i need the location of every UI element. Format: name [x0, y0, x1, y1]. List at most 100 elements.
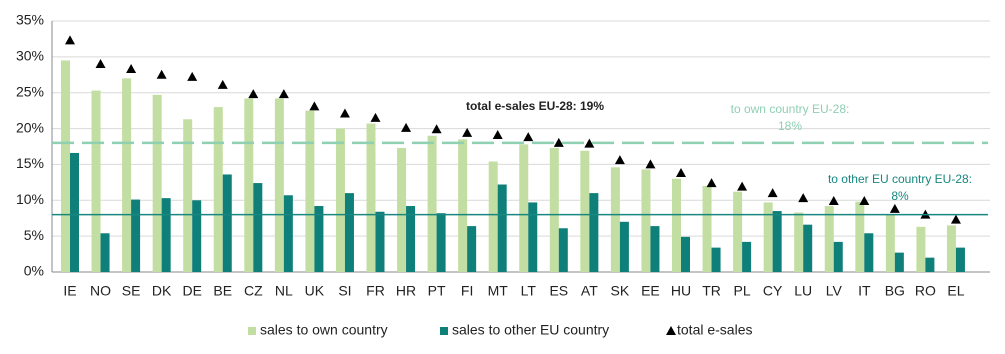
- x-tick-label: LV: [826, 283, 843, 299]
- bar: [314, 206, 324, 272]
- x-tick-label: NO: [90, 283, 111, 299]
- x-tick-label: SI: [338, 283, 351, 299]
- y-tick-label: 0%: [24, 263, 44, 279]
- bar: [794, 212, 804, 272]
- bar: [397, 147, 407, 272]
- bar: [742, 241, 752, 272]
- bar: [824, 206, 834, 272]
- marker: [584, 138, 595, 148]
- marker: [187, 71, 198, 81]
- bar: [213, 107, 223, 272]
- bar: [305, 110, 315, 273]
- reference-label: 18%: [778, 119, 802, 133]
- bar: [253, 183, 263, 272]
- x-tick-label: DK: [152, 283, 172, 299]
- bar: [916, 226, 926, 272]
- bar: [436, 213, 446, 272]
- bar: [335, 128, 345, 272]
- annotation: total e-sales EU-28: 19%: [466, 99, 604, 113]
- bar: [946, 225, 956, 272]
- x-tick-label: FR: [366, 283, 385, 299]
- marker: [65, 35, 75, 45]
- marker: [248, 89, 259, 99]
- legend-label: sales to other EU country: [452, 322, 609, 338]
- bar: [528, 202, 538, 272]
- bar: [641, 169, 651, 272]
- legend-swatch: [666, 326, 676, 335]
- y-tick-label: 5%: [24, 227, 44, 243]
- bar: [519, 144, 529, 272]
- marker: [553, 137, 564, 147]
- bar: [283, 195, 293, 272]
- bar: [131, 199, 141, 272]
- y-tick-label: 35%: [16, 12, 44, 28]
- x-tick-label: TR: [702, 283, 721, 299]
- bar: [803, 224, 813, 272]
- bar: [488, 161, 498, 272]
- x-tick-label: SK: [611, 283, 630, 299]
- marker: [614, 155, 625, 165]
- marker: [156, 69, 167, 79]
- x-tick-label: HR: [396, 283, 416, 299]
- x-tick-label: CZ: [244, 283, 263, 299]
- y-tick-label: 25%: [16, 83, 44, 99]
- bar: [244, 98, 254, 272]
- marker: [706, 178, 717, 188]
- bar: [619, 221, 629, 272]
- marker: [828, 196, 839, 206]
- bar: [152, 94, 162, 272]
- bar: [375, 211, 385, 272]
- marker: [126, 64, 137, 74]
- marker: [309, 101, 320, 111]
- marker: [492, 130, 503, 140]
- marker: [889, 203, 900, 213]
- x-tick-label: SE: [122, 283, 141, 299]
- marker: [95, 59, 106, 69]
- bar: [864, 233, 874, 272]
- marker: [401, 122, 412, 132]
- marker: [950, 214, 961, 224]
- bar: [549, 147, 559, 272]
- x-tick-label: HU: [671, 283, 691, 299]
- x-tick-label: LT: [521, 283, 537, 299]
- legend-label: sales to own country: [260, 322, 388, 338]
- bar: [702, 185, 712, 272]
- marker: [767, 188, 778, 198]
- marker: [523, 132, 534, 142]
- legend-swatch: [440, 327, 448, 335]
- x-tick-label: PL: [734, 283, 751, 299]
- bar: [711, 247, 721, 272]
- bar: [427, 135, 437, 272]
- bar: [100, 233, 110, 272]
- bar: [763, 202, 773, 272]
- bar: [366, 123, 376, 273]
- y-tick-label: 10%: [16, 191, 44, 207]
- bar: [925, 257, 935, 272]
- bar: [91, 90, 101, 272]
- y-tick-label: 30%: [16, 48, 44, 64]
- x-tick-label: BE: [213, 283, 232, 299]
- bar: [222, 174, 232, 272]
- bar: [650, 226, 660, 272]
- bar: [772, 211, 782, 272]
- bar: [833, 241, 843, 272]
- x-tick-label: DE: [182, 283, 201, 299]
- bar: [681, 236, 690, 272]
- bar: [955, 247, 965, 272]
- x-tick-label: IT: [858, 283, 871, 299]
- bar: [70, 152, 79, 272]
- marker: [798, 193, 809, 203]
- x-tick-label: LU: [794, 283, 812, 299]
- bar: [344, 193, 354, 272]
- x-tick-label: MT: [488, 283, 509, 299]
- marker: [676, 168, 686, 178]
- x-tick-label: UK: [305, 283, 325, 299]
- marker: [645, 159, 656, 169]
- marker: [431, 124, 442, 134]
- bar: [183, 119, 193, 273]
- x-tick-label: ES: [549, 283, 568, 299]
- bar: [610, 167, 620, 272]
- marker: [339, 108, 350, 118]
- bar: [458, 139, 468, 272]
